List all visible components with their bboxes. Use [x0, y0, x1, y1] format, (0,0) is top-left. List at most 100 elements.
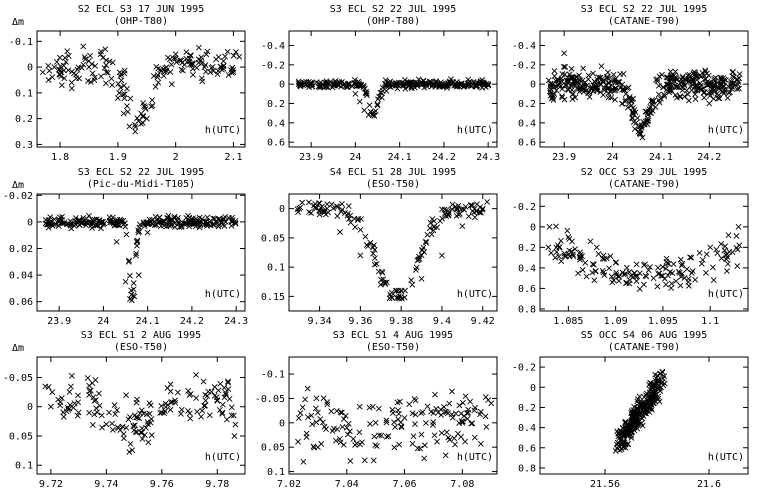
y-tick-label: -0.2 [512, 60, 536, 71]
data-point [568, 83, 575, 90]
data-point [719, 88, 726, 95]
y-tick-label: 0.05 [261, 443, 285, 454]
data-point [45, 224, 52, 231]
panel-7: S3 ECL S1 2 AUG 1995(ESO-T50) 9.72 9.74 9.7… [3, 330, 246, 490]
y-tick-label: 0.2 [15, 114, 33, 125]
data-point [145, 421, 151, 428]
x-tick-label: 24.1 [136, 316, 160, 327]
data-point [556, 244, 563, 251]
y-tick-label: 0.15 [261, 292, 285, 303]
data-point [685, 91, 691, 98]
data-point [558, 75, 565, 82]
y-tick-label: 0.4 [518, 118, 536, 129]
data-point [338, 83, 344, 90]
data-point [126, 272, 133, 279]
data-point [101, 65, 108, 71]
x-tick-label: 9.34 [308, 316, 332, 327]
data-point [382, 280, 389, 286]
data-point [183, 220, 190, 226]
data-point [458, 80, 465, 87]
data-point [113, 238, 120, 245]
y-tick-label: 0.6 [518, 443, 536, 454]
y-tick-label: 0 [27, 217, 33, 228]
data-point [617, 84, 624, 91]
data-point [464, 415, 471, 422]
data-point [668, 280, 675, 287]
data-point [202, 402, 208, 409]
data-point [140, 100, 147, 106]
data-point [49, 389, 56, 396]
data-point [91, 216, 98, 223]
data-point [433, 405, 440, 412]
data-point [461, 413, 467, 419]
data-point [371, 261, 378, 268]
data-point [652, 398, 659, 405]
data-point [443, 429, 450, 436]
x-tick-label: 24.1 [388, 152, 412, 163]
data-point [631, 270, 638, 277]
data-point [330, 205, 337, 212]
data-point [671, 78, 678, 85]
data-point [67, 383, 74, 390]
data-point [224, 416, 230, 423]
data-point [565, 234, 572, 241]
data-point [693, 83, 700, 89]
data-point [39, 69, 46, 76]
data-point [222, 391, 229, 398]
data-point [653, 375, 660, 382]
y-tick-label: 0.1 [15, 461, 33, 472]
data-point [424, 403, 431, 410]
data-point [60, 67, 67, 74]
data-point [586, 94, 593, 100]
data-point [580, 86, 587, 93]
data-point [127, 95, 134, 102]
data-point [718, 255, 725, 262]
data-markers [545, 50, 743, 141]
data-point [201, 402, 208, 409]
data-point [620, 444, 627, 451]
x-tick-label: 9.4 [433, 316, 451, 327]
x-tick-label: 24 [607, 152, 619, 163]
data-point [215, 68, 222, 74]
data-point [344, 84, 351, 91]
data-point [124, 108, 131, 115]
data-point [309, 81, 316, 87]
data-point [102, 46, 109, 53]
data-point [684, 266, 690, 273]
data-point [371, 109, 378, 116]
data-point [103, 57, 110, 64]
data-point [477, 208, 484, 215]
data-point [607, 253, 614, 260]
data-point [395, 287, 402, 294]
data-point [612, 87, 619, 94]
data-point [112, 411, 119, 418]
data-point [310, 443, 317, 450]
data-point [593, 244, 600, 251]
data-point [189, 60, 196, 67]
data-point [431, 432, 438, 439]
data-point [137, 221, 143, 228]
data-point [637, 411, 643, 418]
data-point [164, 385, 171, 392]
y-tick-label: 0.2 [518, 99, 536, 110]
data-point [346, 215, 353, 222]
data-point [410, 433, 417, 440]
data-point [418, 247, 425, 254]
plot-frame [288, 356, 498, 475]
data-point [89, 219, 96, 226]
data-point [401, 294, 408, 301]
data-point [612, 79, 619, 86]
data-point [679, 261, 686, 267]
panel-4: S3 ECL S2 22 JUL 1995(Pic-du-Midi-T105) 2… [3, 167, 248, 327]
data-point [639, 422, 646, 429]
data-point [371, 255, 378, 262]
data-point [696, 249, 703, 256]
data-point [132, 429, 139, 435]
data-point [106, 58, 113, 65]
data-point [713, 246, 720, 253]
data-point [344, 212, 351, 219]
data-point [194, 408, 201, 415]
data-point [414, 81, 421, 88]
data-point [162, 65, 169, 71]
data-point [550, 84, 557, 91]
